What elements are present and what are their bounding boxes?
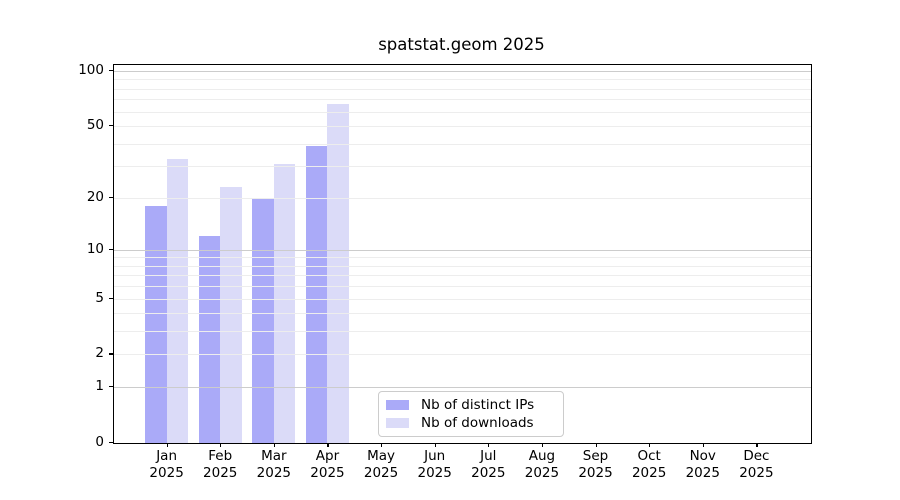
- y-tick-label: 20: [86, 188, 104, 205]
- gridline-minor: [114, 88, 811, 90]
- legend-swatch-downloads: [386, 418, 409, 428]
- bar-distinct-ips: [145, 205, 167, 443]
- gridline-major: [114, 387, 811, 389]
- y-tick-mark: [109, 70, 113, 72]
- x-tick-label: Jun 2025: [417, 448, 452, 481]
- legend-item-downloads: Nb of downloads: [386, 415, 555, 431]
- bar-distinct-ips: [252, 197, 274, 443]
- x-tick-label: Jul 2025: [471, 448, 506, 481]
- y-tick-label: 5: [95, 289, 104, 306]
- x-tick-mark: [488, 443, 490, 447]
- gridline-minor: [114, 275, 811, 277]
- gridline-major: [114, 71, 811, 73]
- x-tick-label: Dec 2025: [739, 448, 774, 481]
- x-tick-mark: [756, 443, 758, 447]
- x-tick-mark: [273, 443, 276, 447]
- x-tick-mark: [220, 443, 222, 447]
- gridline-minor: [114, 354, 811, 356]
- y-tick-mark: [109, 442, 113, 444]
- y-tick-label: 50: [86, 117, 104, 134]
- gridline-minor: [114, 265, 811, 267]
- x-tick-mark: [327, 443, 329, 447]
- y-tick-label: 100: [78, 62, 104, 79]
- y-tick-mark: [109, 386, 113, 388]
- bar-downloads: [327, 104, 349, 443]
- gridline-minor: [114, 166, 811, 168]
- y-tick-mark: [109, 196, 113, 198]
- gridline-minor: [114, 126, 811, 128]
- legend-label-downloads: Nb of downloads: [421, 415, 534, 431]
- chart-title: spatstat.geom 2025: [378, 35, 545, 54]
- x-tick-mark: [649, 443, 651, 447]
- gridline-minor: [114, 197, 811, 199]
- x-tick-label: Jan 2025: [149, 448, 184, 481]
- y-tick-mark: [109, 297, 113, 299]
- y-tick-label: 1: [95, 378, 104, 395]
- x-tick-label: Mar 2025: [256, 448, 292, 481]
- x-tick-label: Aug 2025: [524, 448, 560, 481]
- x-tick-label: Sep 2025: [578, 448, 613, 481]
- x-tick-mark: [434, 443, 436, 447]
- legend: Nb of distinct IPs Nb of downloads: [378, 391, 564, 437]
- y-tick-mark: [109, 353, 113, 355]
- x-tick-mark: [595, 443, 597, 447]
- gridline-minor: [114, 286, 811, 288]
- x-tick-label: May 2025: [363, 448, 399, 481]
- bar-downloads: [273, 163, 296, 443]
- x-tick-label: Apr 2025: [310, 448, 345, 481]
- plot-area: [113, 64, 812, 444]
- x-tick-label: Feb 2025: [203, 448, 238, 481]
- x-tick-mark: [166, 443, 168, 447]
- bar-downloads: [220, 186, 242, 443]
- gridline-minor: [114, 143, 811, 145]
- gridline-minor: [114, 111, 811, 113]
- gridline-minor: [114, 257, 811, 259]
- bar-distinct-ips: [305, 145, 328, 443]
- x-tick-mark: [541, 443, 544, 447]
- y-tick-mark: [109, 125, 113, 127]
- gridline-minor: [114, 298, 811, 300]
- gridline-minor: [114, 79, 811, 81]
- legend-label-distinct-ips: Nb of distinct IPs: [421, 397, 535, 413]
- gridline-minor: [114, 313, 811, 315]
- gridline-minor: [114, 99, 811, 101]
- y-tick-label: 2: [95, 345, 104, 362]
- x-tick-mark: [702, 443, 704, 447]
- y-tick-label: 0: [95, 434, 104, 450]
- legend-swatch-distinct-ips: [386, 400, 409, 410]
- bar-distinct-ips: [198, 236, 221, 443]
- x-tick-label: Nov 2025: [685, 448, 720, 481]
- y-tick-mark: [109, 248, 113, 250]
- y-tick-label: 10: [86, 240, 104, 257]
- bar-downloads: [166, 158, 189, 443]
- x-tick-mark: [381, 443, 383, 447]
- legend-item-distinct-ips: Nb of distinct IPs: [386, 397, 555, 413]
- x-tick-label: Oct 2025: [631, 448, 667, 481]
- gridline-major: [114, 249, 811, 251]
- gridline-minor: [114, 331, 811, 333]
